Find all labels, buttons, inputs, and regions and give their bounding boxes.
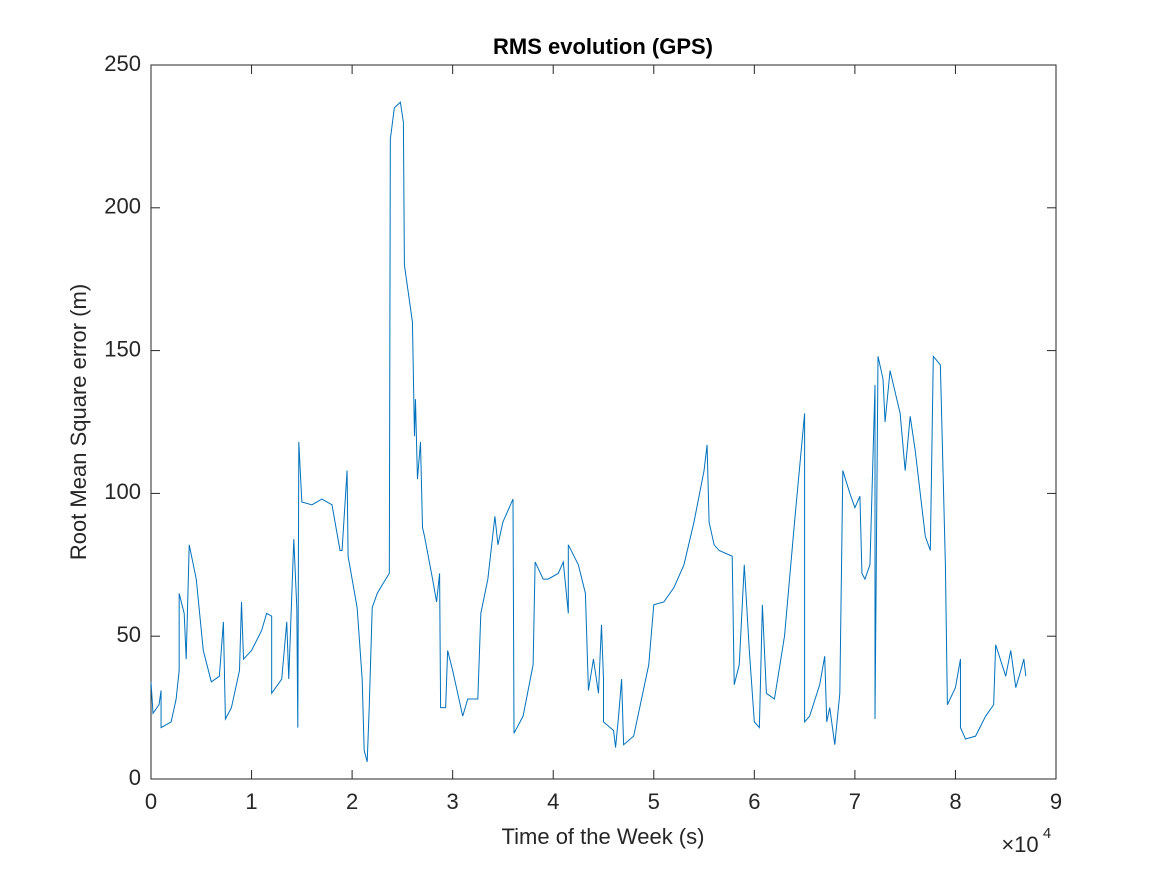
x-tick-label: 8 — [949, 789, 961, 814]
x-multiplier-base: ×10 — [1001, 832, 1038, 857]
y-tick-label: 200 — [104, 194, 141, 219]
y-tick-label: 100 — [104, 479, 141, 504]
x-tick-label: 5 — [648, 789, 660, 814]
x-tick-label: 9 — [1050, 789, 1062, 814]
data-line — [150, 101, 1027, 762]
y-tick-label: 150 — [104, 336, 141, 361]
y-tick-label: 0 — [129, 765, 141, 790]
chart-title: RMS evolution (GPS) — [493, 34, 713, 59]
x-axis-label: Time of the Week (s) — [502, 824, 705, 849]
x-tick-label: 7 — [849, 789, 861, 814]
x-tick-label: 2 — [346, 789, 358, 814]
x-tick-label: 6 — [748, 789, 760, 814]
plot-frame — [150, 64, 1057, 780]
x-tick-label: 4 — [547, 789, 559, 814]
x-tick-label: 0 — [145, 789, 157, 814]
y-tick-label: 50 — [117, 622, 141, 647]
y-axis-label: Root Mean Square error (m) — [66, 284, 91, 560]
x-tick-label: 1 — [245, 789, 257, 814]
x-multiplier-exponent: 4 — [1043, 825, 1051, 842]
y-tick-label: 250 — [104, 51, 141, 76]
x-tick-label: 3 — [447, 789, 459, 814]
